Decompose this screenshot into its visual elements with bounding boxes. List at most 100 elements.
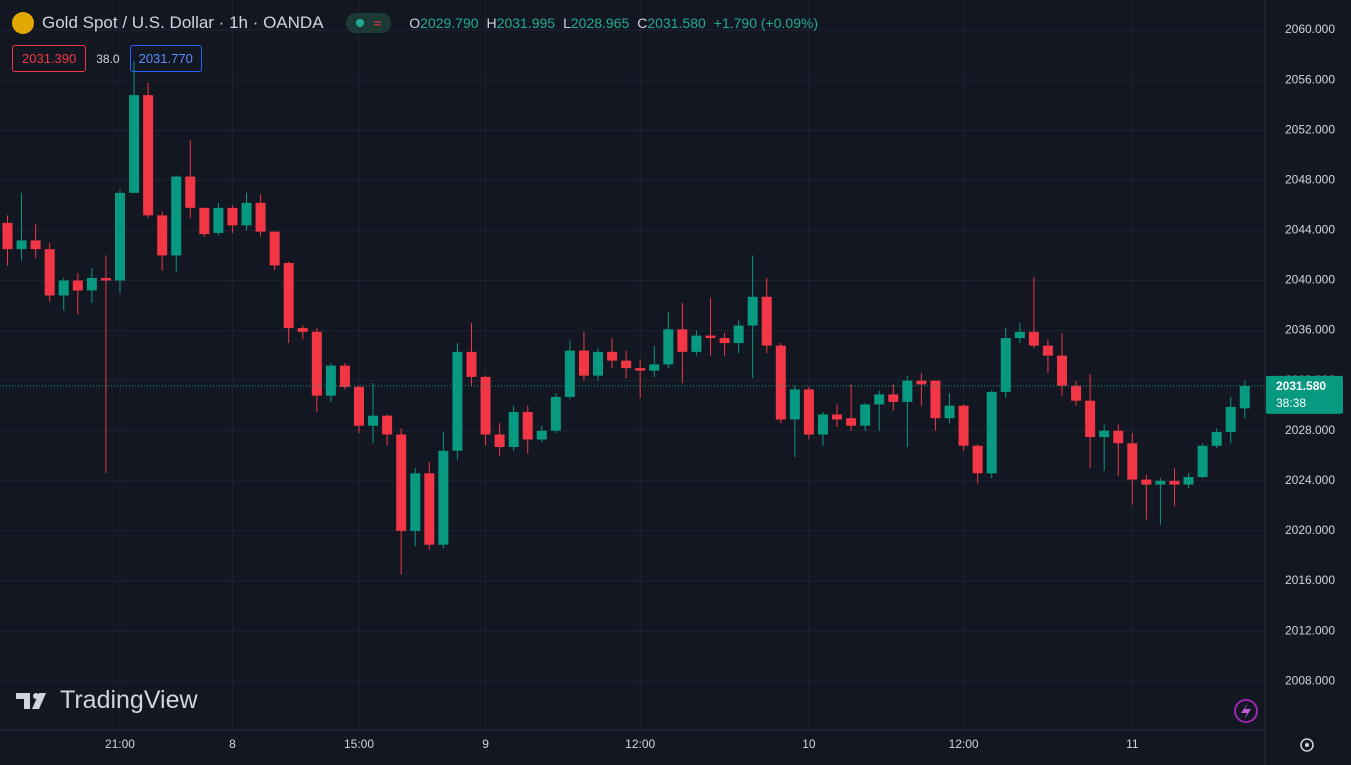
ohlc-key: O bbox=[409, 15, 421, 31]
x-tick-label: 12:00 bbox=[625, 737, 655, 751]
candle-body bbox=[199, 207, 210, 235]
y-tick-label: 2028.000 bbox=[1285, 423, 1335, 437]
candle-body bbox=[691, 335, 702, 352]
y-tick-label: 2036.000 bbox=[1285, 323, 1335, 337]
candle-body bbox=[1000, 338, 1011, 392]
candle-body bbox=[114, 192, 125, 281]
candle-body bbox=[536, 430, 547, 440]
y-tick-label: 2044.000 bbox=[1285, 223, 1335, 237]
candle-body bbox=[424, 473, 435, 545]
y-tick-label: 2052.000 bbox=[1285, 122, 1335, 136]
candle-body bbox=[832, 414, 843, 420]
candle-body bbox=[930, 380, 941, 419]
brand-mark bbox=[16, 692, 46, 709]
ohlc-item: O2029.790 bbox=[409, 15, 478, 31]
candle-body bbox=[72, 280, 83, 291]
candle-body bbox=[466, 351, 477, 377]
x-tick-label: 8 bbox=[229, 737, 236, 751]
candle-body bbox=[1099, 430, 1110, 437]
candle-body bbox=[986, 391, 997, 474]
candle-body bbox=[185, 176, 196, 208]
candle-body bbox=[16, 240, 27, 250]
settings-button[interactable] bbox=[1300, 738, 1314, 752]
y-tick-label: 2020.000 bbox=[1285, 523, 1335, 537]
x-tick-label: 21:00 bbox=[105, 737, 135, 751]
brand-logo[interactable]: TradingView bbox=[16, 686, 198, 715]
candle-body bbox=[522, 411, 533, 440]
ohlc-value: 2031.580 bbox=[647, 15, 706, 31]
candle-body bbox=[44, 249, 55, 296]
ohlc-key: L bbox=[563, 15, 571, 31]
candle-body bbox=[803, 389, 814, 435]
candle-body bbox=[396, 434, 407, 531]
candle-body bbox=[1211, 431, 1222, 446]
candle-body bbox=[1057, 355, 1067, 386]
ohlc-value: 2029.790 bbox=[420, 15, 479, 31]
ohlc-value: 2031.995 bbox=[496, 15, 556, 31]
candle-body bbox=[494, 434, 505, 448]
candle-body bbox=[382, 415, 393, 435]
candle-body bbox=[663, 329, 674, 365]
candle-body bbox=[129, 95, 140, 193]
lightning-button[interactable] bbox=[1234, 699, 1258, 723]
candle-body bbox=[958, 405, 969, 446]
candle-body bbox=[1042, 345, 1053, 356]
candle-body bbox=[368, 415, 379, 426]
symbol-header: Gold Spot / U.S. Dollar · 1h · OANDA ≈ O… bbox=[12, 12, 818, 34]
y-tick-label: 2016.000 bbox=[1285, 573, 1335, 587]
candle-body bbox=[1071, 385, 1082, 401]
candle-body bbox=[1155, 480, 1166, 485]
y-tick-label: 2012.000 bbox=[1285, 623, 1335, 637]
candle-body bbox=[888, 394, 899, 402]
candle-body bbox=[339, 365, 350, 387]
candle-body bbox=[1014, 331, 1025, 339]
candle-body bbox=[564, 350, 575, 397]
status-pill[interactable]: ≈ bbox=[345, 13, 392, 33]
symbol-title[interactable]: Gold Spot / U.S. Dollar · 1h · OANDA bbox=[42, 13, 324, 32]
y-tick-label: 2048.000 bbox=[1285, 172, 1335, 186]
candle-body bbox=[1197, 445, 1208, 478]
candle-body bbox=[719, 338, 730, 344]
ohlc-legend: O2029.790 H2031.995 L2028.965 C2031.580 +1.7… bbox=[409, 15, 818, 31]
ohlc-key: C bbox=[637, 15, 648, 31]
x-tick-label: 9 bbox=[482, 737, 489, 751]
candle-body bbox=[1183, 477, 1194, 485]
candle-body bbox=[846, 418, 857, 426]
candle-body bbox=[578, 350, 589, 376]
buy-button[interactable]: 2031.770 bbox=[129, 45, 202, 72]
candle-body bbox=[227, 207, 238, 226]
settings-icon bbox=[1305, 743, 1309, 747]
candle-body bbox=[860, 404, 871, 426]
brand-text: TradingView bbox=[60, 686, 198, 714]
candle-body bbox=[269, 231, 280, 266]
candle-body bbox=[916, 380, 927, 385]
last-price-box bbox=[1266, 375, 1343, 414]
candle-body bbox=[761, 296, 772, 346]
x-tick-label: 12:00 bbox=[949, 737, 979, 751]
sell-button[interactable]: 2031.390 bbox=[12, 45, 87, 72]
candle-body bbox=[325, 365, 336, 396]
candle-body bbox=[733, 325, 744, 344]
x-tick-label: 10 bbox=[802, 737, 816, 751]
candle-body bbox=[1113, 430, 1124, 444]
candle-body bbox=[593, 351, 604, 376]
candle-body bbox=[677, 329, 688, 352]
plot-layer: 2008.000 2012.000 2016.000 2020.000 2024.000… bbox=[0, 0, 1343, 751]
candle-body bbox=[241, 202, 252, 226]
candle-body bbox=[86, 277, 97, 291]
candle-body bbox=[775, 345, 786, 420]
candle-body bbox=[1239, 385, 1250, 409]
candle-body bbox=[410, 473, 421, 531]
candle-body bbox=[621, 360, 632, 369]
candle-body bbox=[789, 389, 800, 420]
candle-body bbox=[747, 296, 758, 326]
status-wave: ≈ bbox=[373, 15, 382, 31]
market-open-dot bbox=[355, 19, 364, 27]
candle-body bbox=[508, 411, 519, 448]
candle-body bbox=[1127, 443, 1138, 480]
candle-body bbox=[944, 405, 955, 419]
candle-body bbox=[705, 335, 716, 339]
candle-body bbox=[1169, 480, 1180, 485]
